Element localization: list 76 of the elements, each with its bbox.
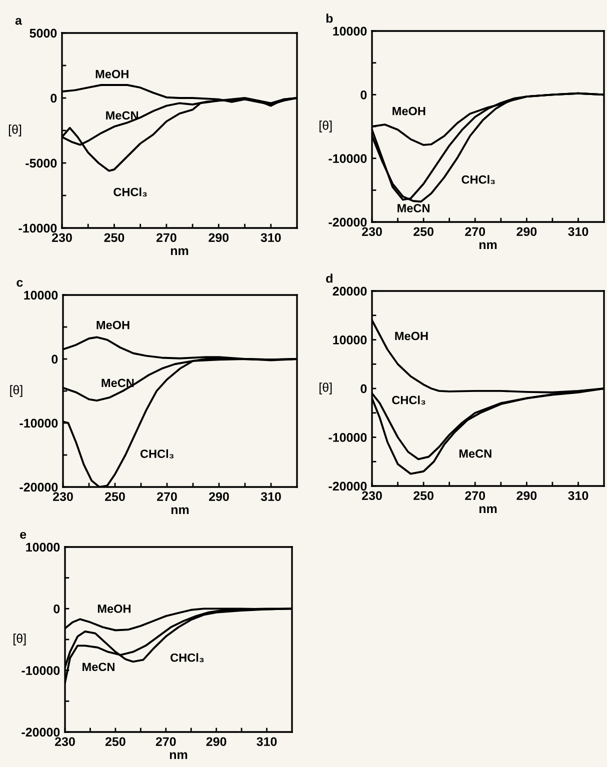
annotation: CHCl₃	[392, 396, 426, 405]
chart-title: d	[326, 274, 332, 283]
y-axis-title: [θ]	[14, 634, 26, 646]
x-tick-label: 230	[362, 227, 382, 236]
y-tick-label: 0	[360, 384, 367, 394]
y-tick-label: -10000	[22, 666, 60, 675]
y-tick-label: 20000	[332, 286, 367, 296]
x-tick-label: 290	[209, 492, 229, 502]
y-tick-label: 5000	[30, 28, 57, 38]
y-axis-title: [θ]	[8, 124, 22, 136]
x-tick-label: 290	[208, 233, 229, 242]
x-axis-title: nm	[479, 242, 497, 249]
y-tick-label: -20000	[328, 482, 367, 491]
x-tick-label: 270	[156, 737, 176, 746]
x-tick-label: 250	[104, 233, 124, 242]
x-tick-label: 250	[105, 492, 125, 502]
annotation: CHCl₃	[462, 175, 495, 184]
x-axis-title: nm	[170, 752, 188, 759]
y-tick-label: 10000	[333, 336, 367, 344]
y-tick-label: -10000	[328, 154, 367, 163]
y-tick-label: -20000	[328, 218, 367, 227]
chart-title: a	[15, 18, 22, 25]
x-tick-label: 290	[516, 227, 537, 236]
annotation: MeCN	[102, 378, 134, 388]
x-tick-label: 250	[105, 737, 126, 746]
chart-title: e	[20, 532, 26, 539]
chart-title: b	[326, 14, 333, 23]
x-tick-label: 270	[465, 491, 486, 500]
x-tick-label: 290	[206, 737, 226, 746]
y-axis-title: [θ]	[320, 120, 332, 132]
x-tick-label: 230	[52, 233, 72, 242]
x-tick-label: 250	[414, 227, 434, 236]
y-tick-label: 0	[360, 90, 367, 100]
y-tick-label: -20000	[22, 728, 60, 737]
annotation: CHCl₃	[170, 653, 204, 662]
y-axis-title: [θ]	[320, 382, 332, 394]
annotation: MeOH	[96, 320, 130, 330]
y-tick-label: -20000	[20, 482, 58, 492]
annotation: CHCl₃	[140, 449, 174, 458]
y-tick-label: 10000	[26, 542, 60, 552]
y-tick-label: 10000	[24, 290, 58, 300]
annotation: MeOH	[98, 604, 130, 613]
annotation: CHCl₃	[114, 188, 147, 197]
annotation: MeCN	[106, 111, 138, 120]
x-tick-label: 270	[156, 233, 176, 242]
y-tick-label: 0	[52, 354, 58, 364]
y-tick-label: -5000	[26, 158, 57, 168]
x-axis-title: nm	[170, 248, 188, 255]
x-tick-label: 270	[465, 227, 486, 236]
y-tick-label: -10000	[18, 224, 57, 233]
x-tick-label: 230	[362, 491, 382, 500]
y-tick-label: -10000	[328, 433, 367, 442]
x-tick-label: 310	[260, 492, 281, 502]
x-tick-label: 310	[568, 491, 588, 500]
chart-title: c	[16, 280, 23, 287]
x-tick-label: 290	[516, 491, 537, 500]
x-tick-label: 310	[568, 227, 588, 236]
annotation: MeCN	[82, 662, 114, 672]
x-tick-label: 230	[53, 492, 73, 502]
y-tick-label: -10000	[20, 418, 58, 428]
y-tick-label: 0	[50, 94, 57, 103]
annotation: MeOH	[96, 70, 128, 78]
annotation: MeCN	[398, 204, 430, 212]
x-tick-label: 310	[260, 233, 281, 242]
y-tick-label: 10000	[333, 26, 367, 36]
x-tick-label: 270	[157, 492, 177, 502]
x-tick-label: 230	[55, 737, 75, 746]
x-tick-label: 250	[414, 491, 434, 500]
x-tick-label: 310	[256, 737, 277, 746]
x-axis-title: nm	[479, 506, 497, 513]
annotation: MeOH	[395, 332, 428, 340]
annotation: MeCN	[459, 449, 492, 458]
y-axis-title: [θ]	[10, 385, 22, 397]
y-tick-label: 0	[54, 604, 60, 614]
annotation: MeOH	[392, 106, 426, 116]
x-axis-title: nm	[171, 507, 189, 514]
